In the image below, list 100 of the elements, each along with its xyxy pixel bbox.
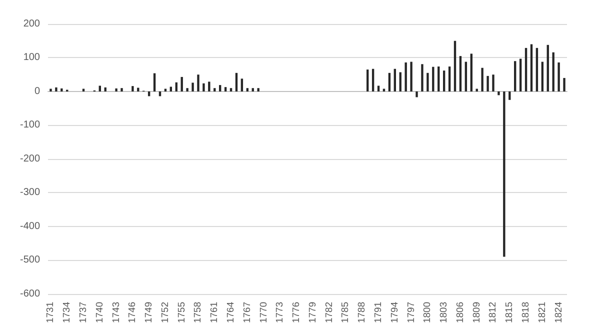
y-tick-label: 100 bbox=[23, 52, 40, 64]
bar bbox=[60, 88, 63, 92]
x-tick-label: 1767 bbox=[242, 302, 253, 324]
x-tick-label: 1812 bbox=[488, 302, 499, 324]
x-tick-label: 1764 bbox=[226, 302, 237, 324]
x-tick-label: 1782 bbox=[324, 302, 335, 324]
x-tick-label: 1746 bbox=[127, 302, 138, 324]
bar bbox=[257, 88, 260, 92]
x-tick-label: 1809 bbox=[471, 302, 482, 324]
y-tick-label: -600 bbox=[20, 288, 40, 300]
y-tick-label: -100 bbox=[20, 120, 40, 131]
x-tick-label: 1758 bbox=[192, 302, 204, 324]
bar bbox=[224, 87, 227, 92]
x-tick-label: 1734 bbox=[62, 302, 73, 324]
x-tick-label: 1761 bbox=[209, 302, 220, 324]
bar bbox=[388, 72, 391, 92]
bar bbox=[50, 88, 52, 92]
bar bbox=[104, 87, 106, 92]
bar bbox=[186, 88, 188, 92]
bar bbox=[410, 62, 412, 92]
bar bbox=[546, 44, 549, 92]
bar bbox=[170, 86, 172, 92]
bar bbox=[448, 66, 451, 92]
x-tick-label: 1785 bbox=[340, 302, 352, 324]
bar bbox=[558, 62, 560, 92]
x-tick-label: 1770 bbox=[258, 302, 270, 324]
bar bbox=[218, 85, 222, 92]
bar bbox=[202, 83, 205, 92]
bar bbox=[492, 74, 494, 92]
x-tick-label: 1791 bbox=[373, 302, 384, 324]
x-tick-label: 1752 bbox=[160, 302, 171, 324]
y-tick-label: -300 bbox=[20, 187, 40, 198]
bar bbox=[55, 87, 58, 92]
bar bbox=[153, 73, 156, 92]
bar bbox=[377, 86, 380, 92]
bar bbox=[514, 61, 516, 92]
bar bbox=[132, 86, 134, 92]
bar bbox=[214, 88, 216, 92]
bar bbox=[372, 68, 374, 92]
x-tick-label: 1824 bbox=[553, 302, 564, 324]
x-tick-label: 1797 bbox=[406, 302, 417, 324]
bar bbox=[464, 62, 468, 92]
bar bbox=[563, 78, 566, 92]
bar bbox=[175, 82, 178, 92]
x-tick-label: 1815 bbox=[504, 302, 516, 324]
bar bbox=[552, 52, 554, 92]
y-tick-label: -400 bbox=[20, 220, 40, 232]
x-tick-label: 1779 bbox=[307, 302, 318, 324]
bar bbox=[503, 91, 506, 257]
bar bbox=[416, 91, 418, 98]
x-tick-label: 1776 bbox=[291, 302, 302, 324]
x-tick-label: 1800 bbox=[422, 302, 434, 324]
bar bbox=[486, 76, 489, 92]
bar bbox=[426, 72, 429, 92]
x-tick-label: 1740 bbox=[94, 302, 106, 324]
bar bbox=[481, 68, 484, 92]
y-tick-label: -200 bbox=[20, 153, 40, 164]
y-tick-label: 0 bbox=[34, 86, 40, 97]
bar bbox=[438, 66, 440, 92]
x-tick-label: 1818 bbox=[520, 302, 532, 324]
bar bbox=[470, 54, 472, 92]
bar bbox=[421, 64, 424, 92]
bar bbox=[192, 82, 194, 92]
bar bbox=[240, 78, 244, 92]
bar bbox=[115, 88, 118, 92]
bar bbox=[98, 86, 101, 92]
bar bbox=[366, 70, 369, 92]
x-tick-label: 1773 bbox=[274, 302, 286, 324]
bar bbox=[541, 62, 544, 92]
x-tick-label: 1749 bbox=[144, 302, 155, 324]
y-tick-label: 200 bbox=[23, 18, 40, 30]
bar bbox=[252, 88, 254, 92]
bar bbox=[230, 88, 232, 92]
bar bbox=[404, 62, 407, 92]
y-tick-label: -500 bbox=[20, 254, 40, 266]
bar bbox=[536, 48, 538, 92]
bar bbox=[246, 88, 248, 92]
bar bbox=[530, 44, 533, 92]
bar bbox=[442, 70, 446, 92]
x-tick-label: 1794 bbox=[389, 302, 400, 324]
x-tick-label: 1788 bbox=[356, 302, 368, 324]
x-tick-label: 1731 bbox=[45, 302, 56, 324]
x-tick-label: 1743 bbox=[110, 302, 122, 324]
bar bbox=[197, 74, 200, 92]
bar bbox=[454, 40, 456, 92]
bar bbox=[399, 72, 402, 92]
bar bbox=[524, 48, 528, 92]
x-tick-label: 1821 bbox=[536, 302, 548, 324]
bar bbox=[508, 91, 511, 100]
bar bbox=[235, 72, 238, 92]
x-tick-label: 1737 bbox=[78, 302, 90, 324]
bar bbox=[208, 82, 210, 92]
x-tick-label: 1806 bbox=[454, 302, 466, 324]
bar bbox=[498, 91, 500, 96]
x-tick-label: 1755 bbox=[176, 302, 188, 324]
bar bbox=[180, 76, 183, 92]
bar bbox=[394, 68, 396, 92]
x-tick-label: 1803 bbox=[438, 302, 450, 324]
bar bbox=[432, 66, 434, 92]
bar bbox=[519, 58, 522, 92]
